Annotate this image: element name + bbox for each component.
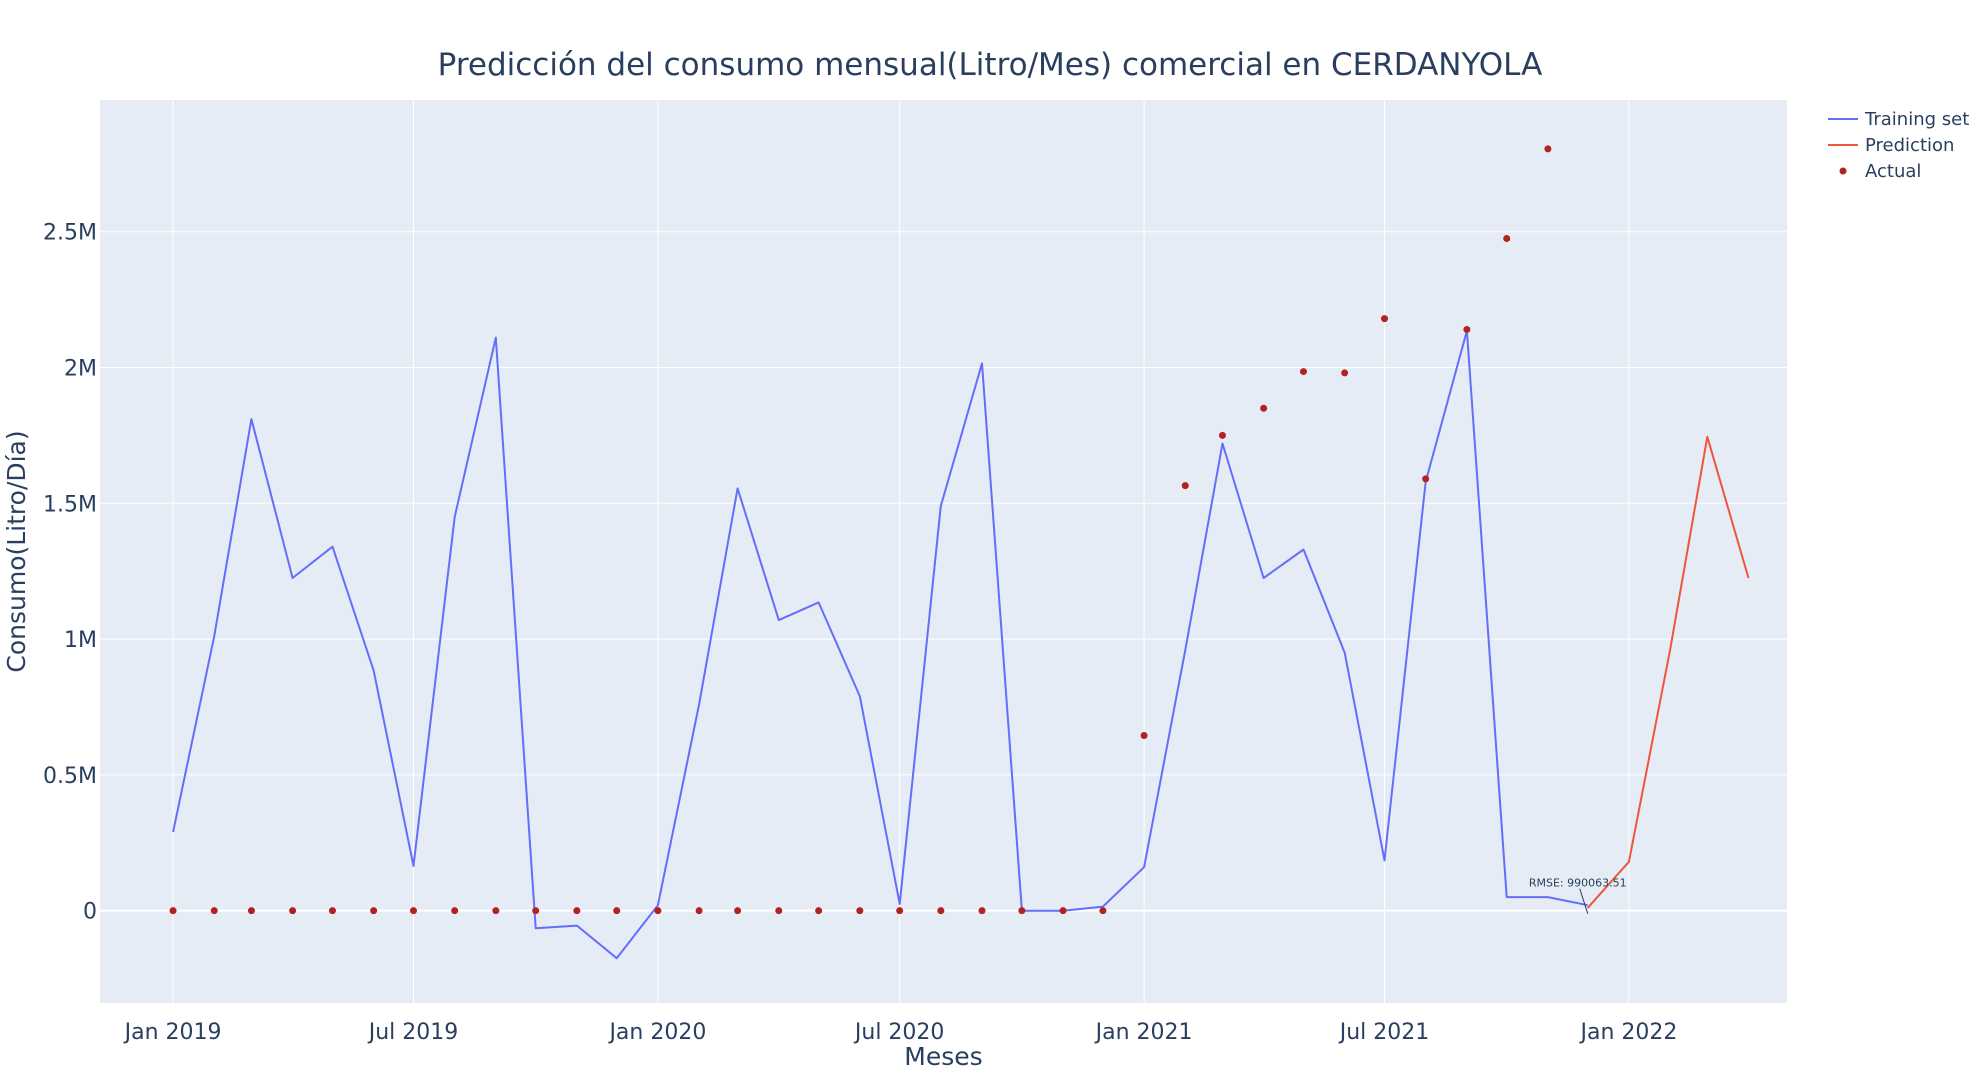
series-actual bbox=[169, 145, 1552, 915]
x-axis-title: Meses bbox=[904, 1042, 982, 1071]
data-point-actual bbox=[937, 907, 945, 915]
annotation-arrow bbox=[1579, 888, 1589, 914]
x-tick-label: Jan 2019 bbox=[123, 1020, 222, 1045]
data-point-actual bbox=[328, 907, 336, 915]
y-tick-label: 2M bbox=[64, 357, 97, 382]
data-point-actual bbox=[409, 907, 417, 915]
data-point-actual bbox=[451, 907, 459, 915]
data-point-actual bbox=[1140, 731, 1148, 739]
legend-swatch bbox=[1839, 167, 1847, 175]
chart-title: Predicción del consumo mensual(Litro/Mes… bbox=[438, 47, 1543, 83]
data-point-actual bbox=[896, 907, 904, 915]
x-tick-label: Jul 2020 bbox=[853, 1020, 945, 1045]
data-point-actual bbox=[1341, 369, 1349, 377]
data-point-actual bbox=[1422, 475, 1430, 483]
y-axis-title: Consumo(Litro/Día) bbox=[2, 430, 31, 672]
legend-label: Prediction bbox=[1865, 135, 1954, 156]
data-point-actual bbox=[978, 907, 986, 915]
legend-label: Training set bbox=[1864, 109, 1969, 130]
y-axis-ticks: 0 0.5M 1M 1.5M 2M 2.5M bbox=[43, 221, 97, 925]
data-point-actual bbox=[613, 907, 621, 915]
data-point-actual bbox=[775, 907, 783, 915]
data-point-actual bbox=[695, 907, 703, 915]
data-point-actual bbox=[815, 907, 823, 915]
data-point-actual bbox=[1181, 482, 1189, 490]
data-point-actual bbox=[532, 907, 540, 915]
x-axis-ticks: Jan 2019 Jul 2019 Jan 2020 Jul 2020 Jan 2021… bbox=[123, 1020, 1678, 1045]
plot-area bbox=[100, 100, 1787, 1003]
data-point-actual bbox=[1503, 235, 1511, 243]
data-point-actual bbox=[247, 907, 255, 915]
grid-lines bbox=[100, 100, 1787, 1003]
data-point-actual bbox=[210, 907, 218, 915]
legend-item-prediction[interactable]: Prediction bbox=[1828, 135, 1954, 156]
x-tick-label: Jan 2020 bbox=[607, 1020, 706, 1045]
legend-label: Actual bbox=[1865, 161, 1921, 182]
annotation-text: RMSE: 990063.51 bbox=[1529, 877, 1627, 890]
data-point-actual bbox=[734, 907, 742, 915]
series-line-prediction bbox=[1586, 435, 1750, 909]
y-tick-label: 2.5M bbox=[43, 221, 97, 246]
data-point-actual bbox=[1381, 315, 1389, 323]
data-point-actual bbox=[1218, 431, 1226, 439]
data-point-actual bbox=[1099, 907, 1107, 915]
series-line-training-set bbox=[172, 329, 1588, 960]
x-tick-label: Jul 2019 bbox=[367, 1020, 459, 1045]
x-tick-label: Jan 2022 bbox=[1578, 1020, 1677, 1045]
legend[interactable]: Training set Prediction Actual bbox=[1828, 109, 1969, 182]
x-tick-label: Jul 2021 bbox=[1338, 1020, 1430, 1045]
series-layer bbox=[169, 145, 1750, 960]
data-point-actual bbox=[1018, 907, 1026, 915]
data-point-actual bbox=[289, 907, 297, 915]
x-tick-label: Jan 2021 bbox=[1094, 1020, 1193, 1045]
annotations: RMSE: 990063.51 bbox=[1529, 877, 1627, 914]
legend-item-training-set[interactable]: Training set bbox=[1828, 109, 1969, 130]
data-point-actual bbox=[1463, 325, 1471, 333]
data-point-actual bbox=[169, 907, 177, 915]
data-point-actual bbox=[370, 907, 378, 915]
data-point-actual bbox=[654, 907, 662, 915]
y-tick-label: 0 bbox=[83, 900, 97, 925]
data-point-actual bbox=[1544, 145, 1552, 153]
series-prediction bbox=[1586, 435, 1750, 909]
data-point-actual bbox=[856, 907, 864, 915]
y-tick-label: 1.5M bbox=[43, 492, 97, 517]
data-point-actual bbox=[1299, 368, 1307, 376]
legend-item-actual[interactable]: Actual bbox=[1839, 161, 1922, 182]
y-tick-label: 1M bbox=[64, 628, 97, 653]
data-point-actual bbox=[492, 907, 500, 915]
series-training-set bbox=[172, 329, 1588, 960]
y-tick-label: 0.5M bbox=[43, 764, 97, 789]
data-point-actual bbox=[573, 907, 581, 915]
data-point-actual bbox=[1260, 404, 1268, 412]
data-point-actual bbox=[1059, 907, 1067, 915]
